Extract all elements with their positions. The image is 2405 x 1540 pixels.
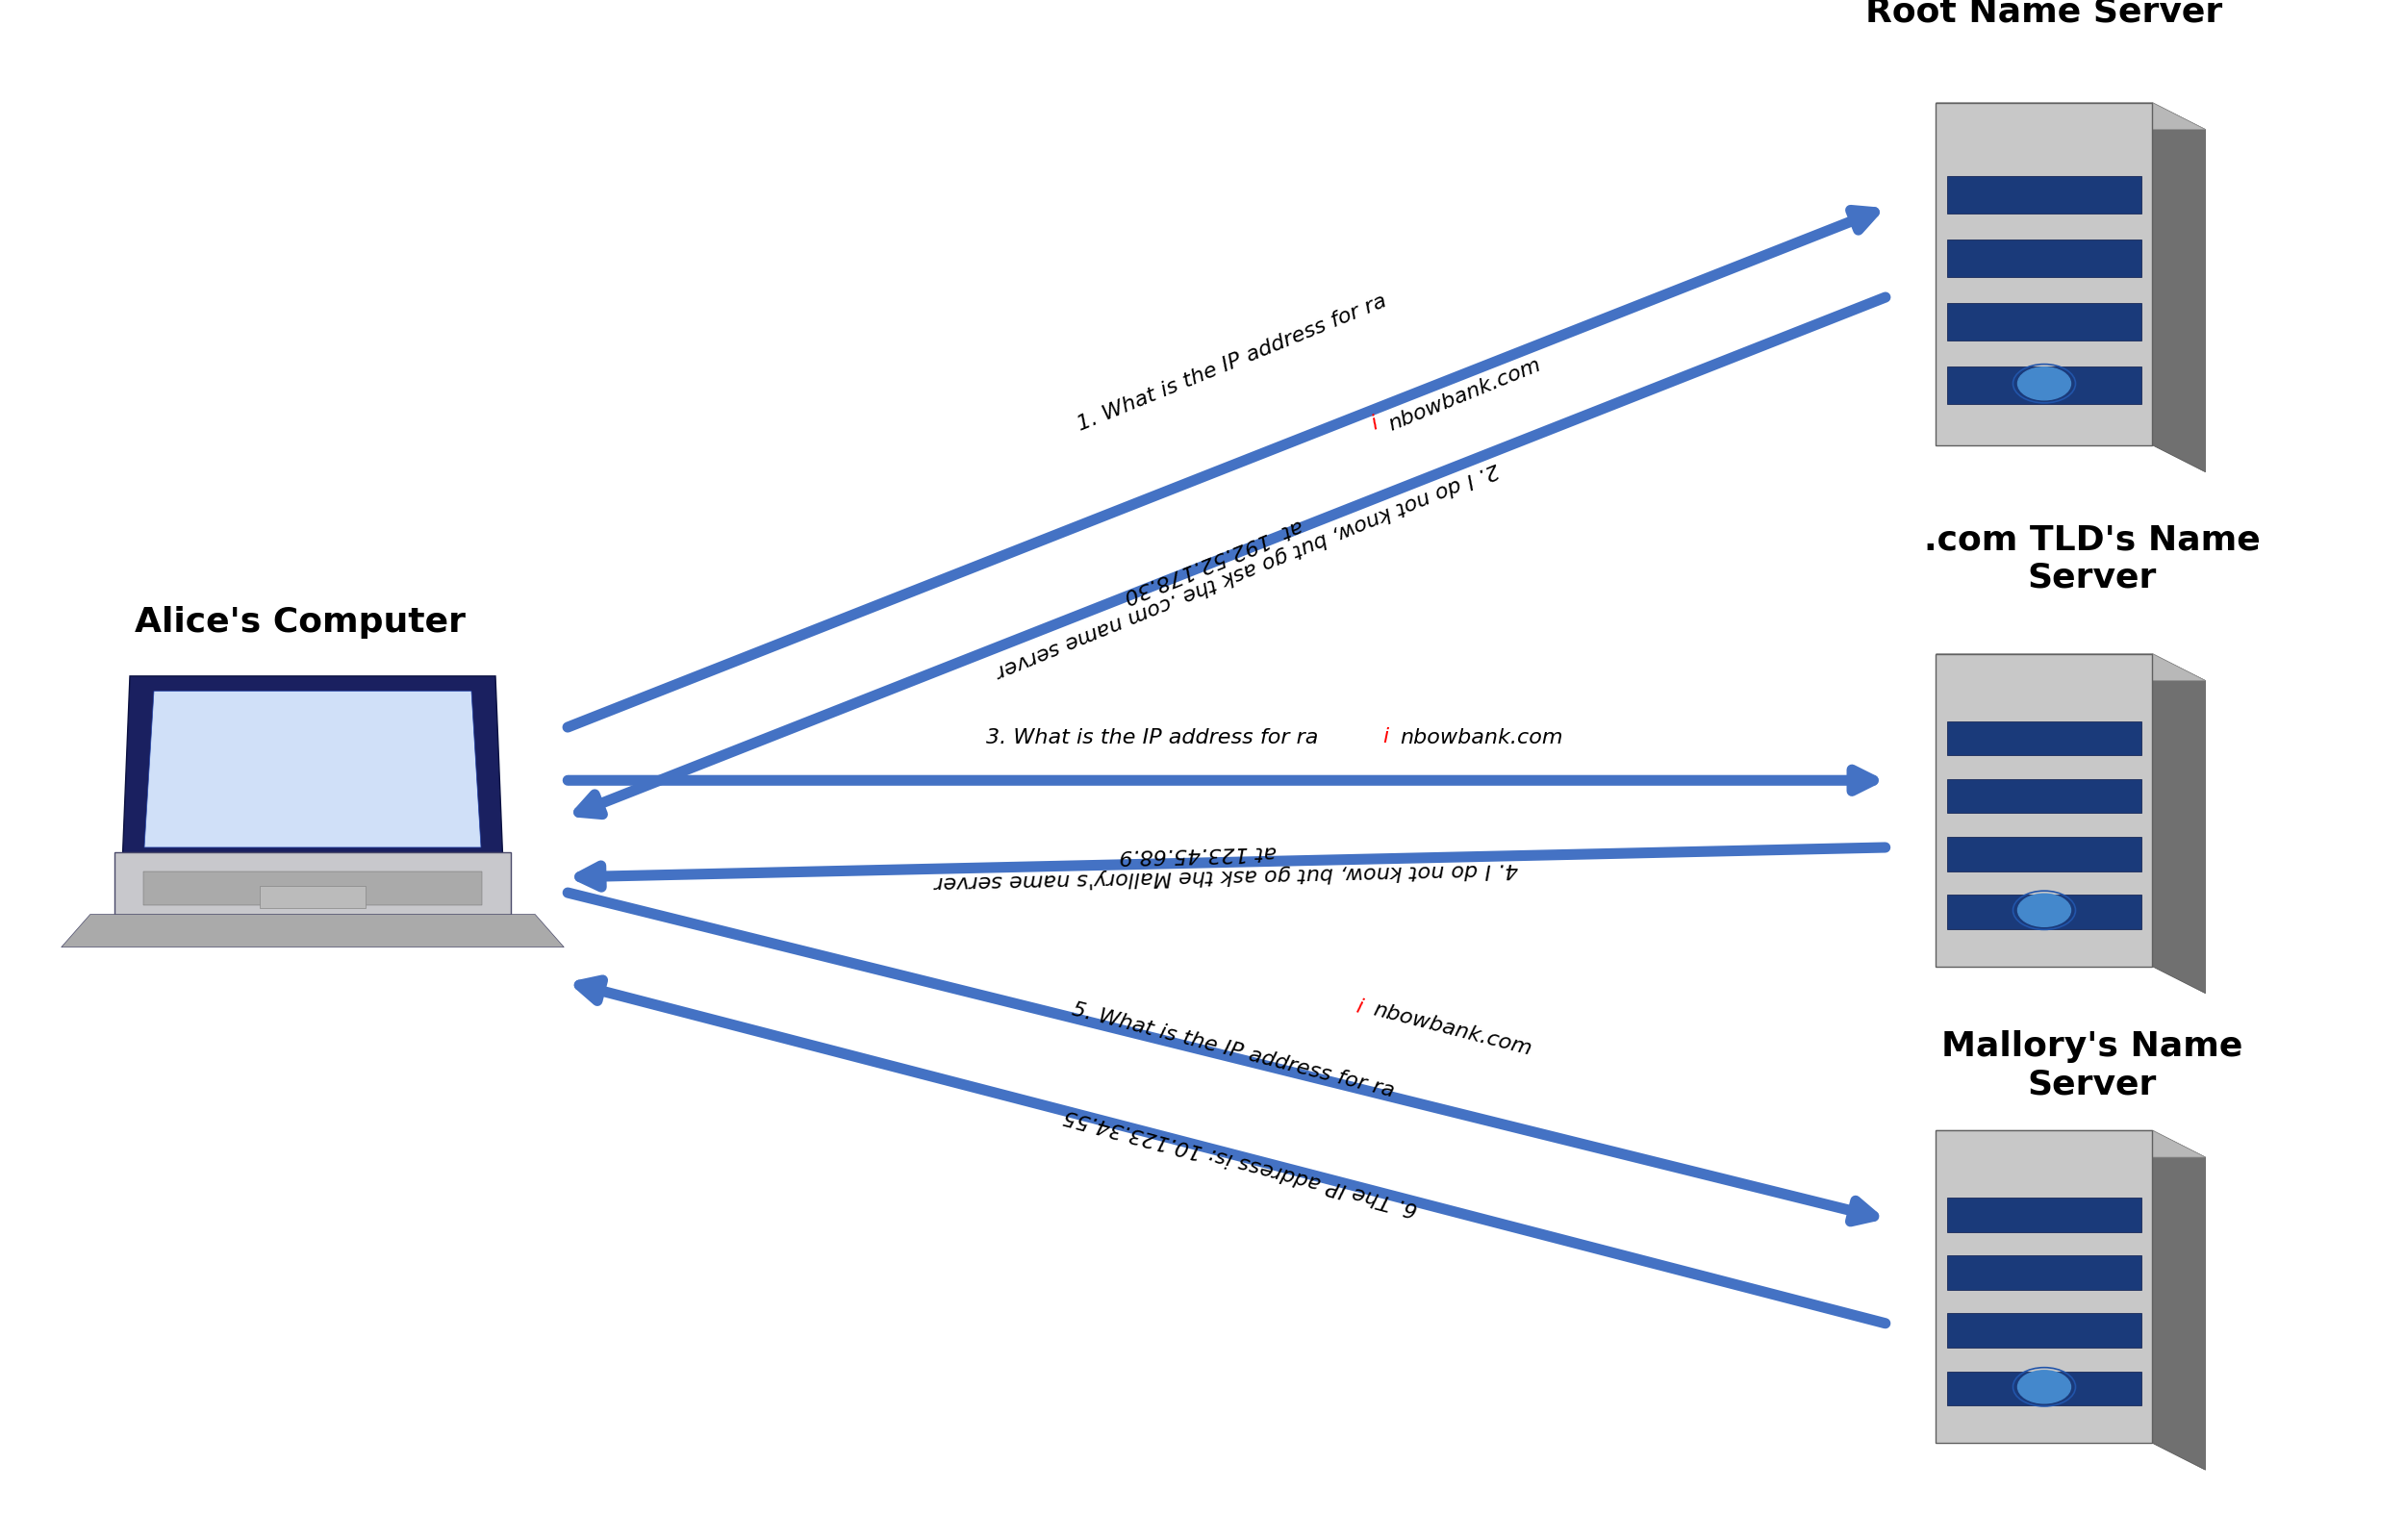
Text: 1. What is the IP address for ra: 1. What is the IP address for ra (1075, 291, 1390, 434)
Bar (1948, 836, 2140, 872)
Bar (1948, 721, 2140, 756)
Bar (115, 852, 512, 915)
Polygon shape (1936, 103, 2205, 129)
Text: 3. What is the IP address for ra: 3. What is the IP address for ra (986, 728, 1318, 747)
Bar (260, 885, 366, 909)
Bar (1948, 779, 2140, 813)
Bar (1948, 367, 2140, 403)
Text: nbowbank.com: nbowbank.com (1385, 356, 1544, 434)
Circle shape (2018, 367, 2071, 400)
Polygon shape (144, 691, 481, 847)
Text: 5. What is the IP address for ra: 5. What is the IP address for ra (1070, 999, 1397, 1101)
Polygon shape (63, 915, 563, 947)
Text: Root Name Server: Root Name Server (1866, 0, 2222, 28)
Bar (144, 872, 483, 906)
Text: Alice's Computer: Alice's Computer (135, 607, 467, 639)
Text: Mallory's Name
Server: Mallory's Name Server (1941, 1030, 2244, 1101)
Text: i: i (1383, 727, 1388, 745)
Bar (1936, 1130, 2152, 1443)
Text: 6. The IP address is: 10.123.34.55: 6. The IP address is: 10.123.34.55 (1063, 1104, 1421, 1218)
Polygon shape (1936, 654, 2205, 681)
Text: .com TLD's Name
Server: .com TLD's Name Server (1924, 524, 2261, 594)
Circle shape (2018, 1371, 2071, 1403)
Bar (1936, 103, 2152, 445)
Bar (1948, 1255, 2140, 1291)
Bar (1948, 895, 2140, 929)
Polygon shape (1936, 1130, 2205, 1157)
Text: 2. I do not know, but go ask the .com name server
        at  192.52.178.30: 2. I do not know, but go ask the .com na… (984, 439, 1501, 681)
Polygon shape (2152, 1130, 2205, 1471)
Text: 4. I do not know, but go ask the Mallory's name server
        at 123.45.68.9: 4. I do not know, but go ask the Mallory… (933, 836, 1518, 892)
Text: i: i (1354, 996, 1364, 1016)
Text: nbowbank.com: nbowbank.com (1400, 728, 1563, 747)
Text: i: i (1368, 413, 1380, 433)
Polygon shape (123, 676, 503, 855)
Bar (1948, 1314, 2140, 1348)
Circle shape (2018, 893, 2071, 927)
Text: nbowbank.com: nbowbank.com (1371, 999, 1534, 1060)
Polygon shape (2152, 103, 2205, 473)
Bar (1948, 1371, 2140, 1406)
Bar (1948, 1198, 2140, 1232)
Bar (1948, 303, 2140, 340)
Bar (1936, 654, 2152, 967)
Polygon shape (2152, 654, 2205, 993)
Bar (1948, 240, 2140, 277)
Bar (1948, 176, 2140, 214)
